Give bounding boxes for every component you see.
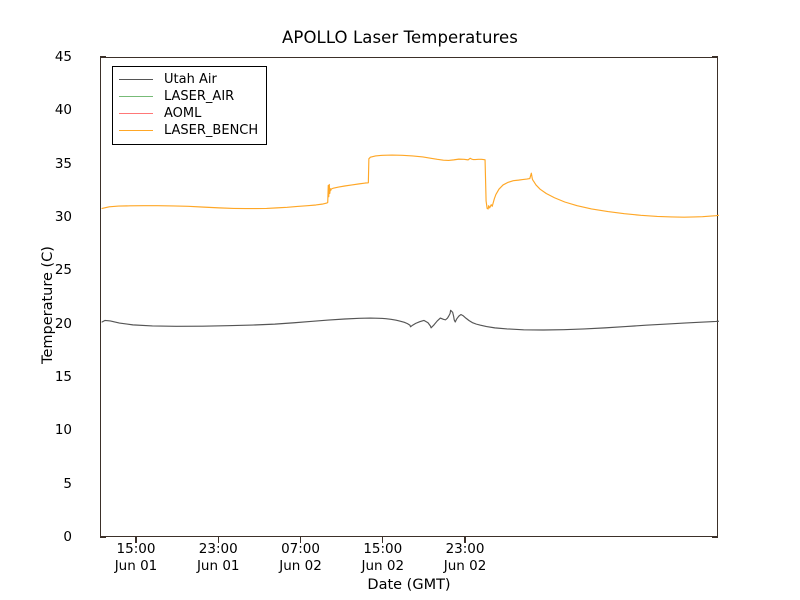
x-tick-time: 07:00	[281, 541, 320, 557]
x-axis-tick-mark	[382, 537, 384, 543]
x-tick-date: Jun 01	[196, 558, 240, 574]
y-axis-tick-label: 40	[54, 102, 72, 119]
x-axis-tick-mark	[299, 537, 302, 543]
y-axis-tick-label: 35	[54, 155, 72, 172]
x-tick-date: Jun 02	[361, 558, 405, 574]
legend-color-swatch	[119, 96, 153, 97]
x-axis-tick-label: 23:00 Jun 02	[410, 541, 520, 575]
chart-legend: Utah Air LASER_AIR AOML LASER_BENCH	[112, 66, 268, 145]
x-tick-time: 15:00	[116, 541, 156, 557]
plot-lines	[101, 154, 719, 331]
x-axis-tick-label: 15:00 Jun 01	[81, 541, 191, 575]
x-tick-date: Jun 02	[443, 558, 487, 574]
y-axis-tick-label: 10	[54, 422, 72, 439]
x-axis-tick-mark	[135, 537, 137, 543]
y-axis-tick-label: 30	[54, 209, 72, 225]
x-axis-tick-mark	[217, 537, 219, 543]
series-line	[101, 309, 719, 331]
x-axis-tick-label: 23:00 Jun 01	[163, 541, 273, 575]
legend-item-label: Utah Air	[164, 72, 217, 87]
legend-color-swatch	[119, 113, 153, 114]
x-tick-date: Jun 01	[114, 558, 158, 574]
legend-item: Utah Air	[119, 71, 258, 88]
x-tick-time: 23:00	[198, 541, 238, 557]
legend-item-label: LASER_BENCH	[164, 123, 259, 138]
y-axis-tick-label: 0	[63, 529, 72, 545]
x-tick-date: Jun 02	[279, 558, 322, 574]
legend-color-swatch	[119, 130, 153, 131]
x-tick-time: 23:00	[445, 541, 485, 557]
y-axis-tick-label: 20	[54, 315, 72, 332]
x-axis-tick-mark	[464, 537, 466, 543]
legend-item-label: LASER_AIR	[164, 89, 235, 104]
x-axis-tick-label: 15:00 Jun 02	[328, 541, 438, 575]
series-line	[101, 154, 719, 218]
legend-item: LASER_BENCH	[119, 122, 258, 139]
legend-item: LASER_AIR	[119, 88, 258, 105]
x-tick-time: 15:00	[363, 541, 403, 557]
legend-color-swatch	[119, 79, 153, 80]
y-axis-tick-label: 45	[54, 49, 72, 65]
legend-item-label: AOML	[164, 106, 202, 121]
x-axis-tick-label: 07:00 Jun 02	[246, 541, 356, 575]
chart-title: APOLLO Laser Temperatures	[282, 28, 518, 47]
legend-item: AOML	[119, 105, 258, 122]
y-axis-tick-label: 5	[63, 475, 72, 492]
x-axis-label: Date (GMT)	[367, 577, 451, 593]
y-axis-tick-label: 25	[54, 262, 72, 279]
y-axis-tick-mark	[100, 56, 106, 58]
y-axis-tick-label: 15	[54, 369, 72, 385]
y-axis-tick-mark	[712, 56, 718, 58]
